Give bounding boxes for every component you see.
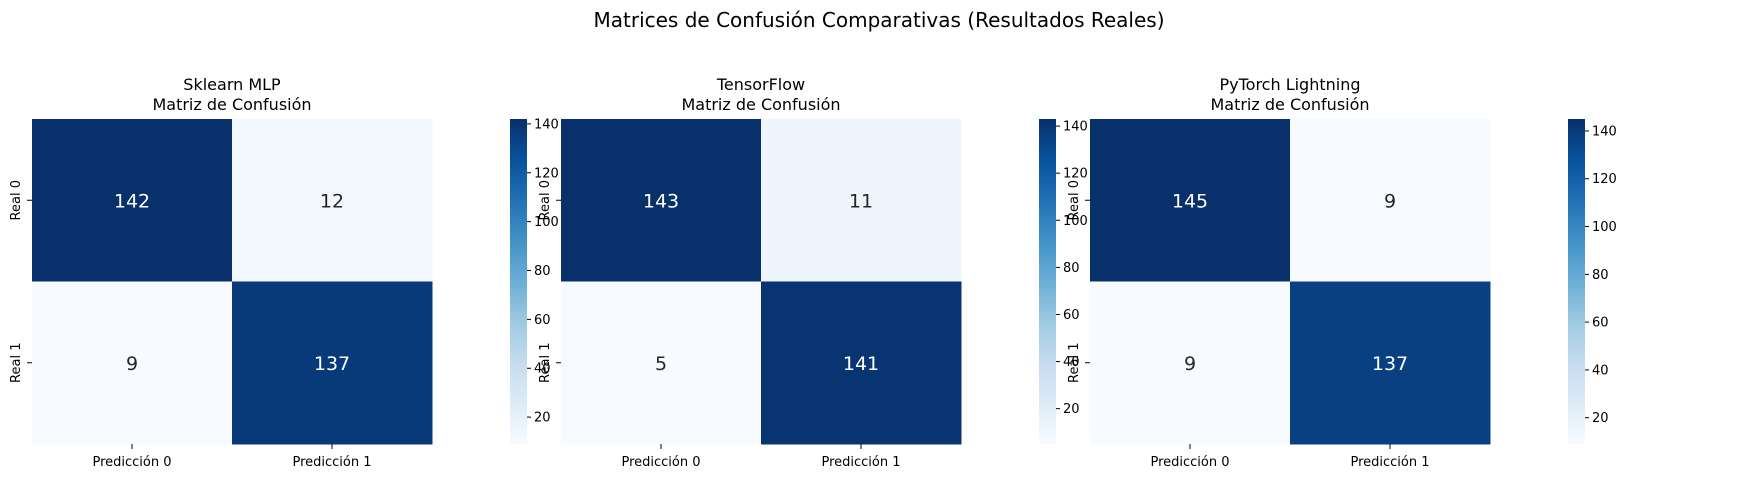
heatmap-cell (232, 281, 433, 445)
panel-title: TensorFlow (716, 75, 805, 94)
panel-subtitle: Matriz de Confusión (1210, 95, 1369, 114)
colorbar-tick-label: 120 (1592, 172, 1617, 187)
colorbar-tick-label: 20 (1592, 411, 1609, 426)
heatmap-cell (561, 281, 762, 445)
panel-subtitle: Matriz de Confusión (681, 95, 840, 114)
colorbar (1039, 119, 1056, 444)
heatmap-cell (1290, 281, 1491, 445)
colorbar (1568, 119, 1585, 444)
x-tick-label: Predicción 0 (1150, 455, 1229, 470)
y-tick-label: Real 0 (9, 180, 24, 220)
figure-suptitle: Matrices de Confusión Comparativas (Resu… (594, 8, 1165, 32)
cell-value-label: 141 (843, 353, 879, 375)
cell-value-label: 143 (643, 190, 679, 212)
colorbar (510, 119, 527, 444)
colorbar-tick-label: 60 (1063, 308, 1080, 323)
colorbar-tick-label: 80 (534, 264, 551, 279)
cell-value-label: 137 (314, 353, 350, 375)
heatmap-cell (232, 119, 433, 282)
heatmap-cell (32, 119, 233, 282)
colorbar-tick-label: 140 (1592, 124, 1617, 139)
colorbar-tick-label: 80 (1592, 268, 1609, 283)
heatmap-cell (1090, 119, 1291, 282)
x-tick-label: Predicción 0 (92, 455, 171, 470)
y-tick-label: Real 1 (538, 343, 553, 383)
colorbar-tick-label: 120 (1063, 167, 1088, 182)
heatmap-cell (561, 119, 762, 282)
y-tick-label: Real 1 (1067, 343, 1082, 383)
x-tick-label: Predicción 1 (1350, 455, 1429, 470)
heatmap-cell (32, 281, 233, 445)
colorbar-tick-label: 40 (534, 362, 551, 377)
colorbar-tick-label: 60 (1592, 316, 1609, 331)
panel-title: Sklearn MLP (183, 75, 281, 94)
colorbar-tick-label: 140 (534, 117, 559, 132)
x-tick-label: Predicción 1 (292, 455, 371, 470)
colorbar-tick-label: 60 (534, 313, 551, 328)
y-tick-label: Real 1 (9, 343, 24, 383)
cell-value-label: 142 (114, 190, 150, 212)
colorbar-tick-label: 40 (1592, 363, 1609, 378)
x-tick-label: Predicción 1 (821, 455, 900, 470)
heatmap-cell (761, 119, 962, 282)
colorbar-tick-label: 20 (534, 411, 551, 426)
cell-value-label: 11 (849, 190, 873, 212)
cell-value-label: 5 (655, 353, 667, 375)
heatmap-cell (761, 281, 962, 445)
heatmap-cell (1290, 119, 1491, 282)
colorbar-tick-label: 80 (1063, 261, 1080, 276)
colorbar-tick-label: 120 (534, 166, 559, 181)
cell-value-label: 9 (126, 353, 138, 375)
y-tick-label: Real 0 (1067, 180, 1082, 220)
y-tick-label: Real 0 (538, 180, 553, 220)
cell-value-label: 9 (1384, 190, 1396, 212)
colorbar-tick-label: 40 (1063, 355, 1080, 370)
cell-value-label: 145 (1172, 190, 1208, 212)
panel-title: PyTorch Lightning (1219, 75, 1360, 94)
x-tick-label: Predicción 0 (621, 455, 700, 470)
colorbar-tick-label: 100 (1592, 220, 1617, 235)
cell-value-label: 9 (1184, 353, 1196, 375)
colorbar-tick-label: 100 (534, 215, 559, 230)
panel-subtitle: Matriz de Confusión (152, 95, 311, 114)
cell-value-label: 137 (1372, 353, 1408, 375)
cell-value-label: 12 (320, 190, 344, 212)
colorbar-tick-label: 140 (1063, 120, 1088, 135)
colorbar-tick-label: 100 (1063, 214, 1088, 229)
heatmap-cell (1090, 281, 1291, 445)
colorbar-tick-label: 20 (1063, 402, 1080, 417)
